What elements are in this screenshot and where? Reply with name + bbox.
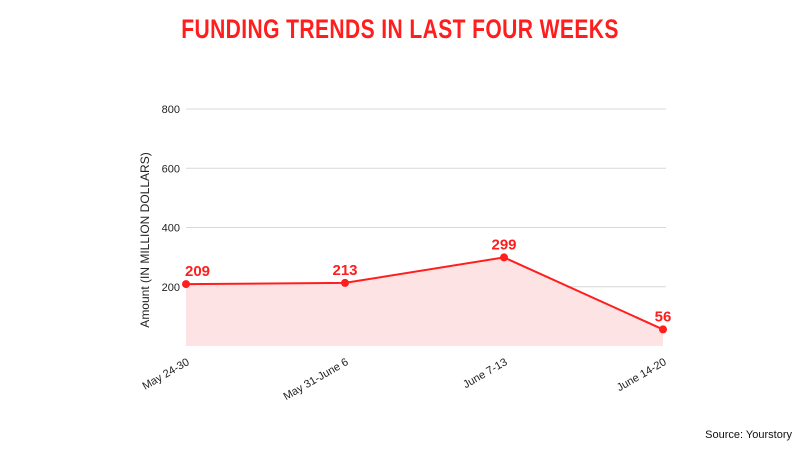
y-tick-label-200: 200 [162, 282, 180, 294]
data-label-3: 56 [655, 308, 672, 325]
data-point-0 [182, 280, 190, 289]
y-tick-label-400: 400 [162, 223, 180, 235]
y-tick-label-600: 600 [162, 163, 180, 175]
x-tick-label-2: June 7-13 [461, 356, 509, 391]
x-tick-label-0: May 24-30 [140, 356, 191, 392]
y-axis-label: Amount (IN MILLION DOLLARS) [138, 152, 152, 327]
data-point-1 [341, 278, 349, 287]
x-tick-label-3: June 14-20 [615, 356, 669, 394]
data-label-1: 213 [332, 262, 357, 279]
data-point-3 [659, 325, 667, 334]
x-tick-label-1: May 31-June 6 [281, 356, 350, 403]
series-line [185, 256, 664, 331]
y-tick-label-800: 800 [162, 104, 180, 116]
series-area [186, 257, 663, 346]
chart-title: FUNDING TRENDS IN LAST FOUR WEEKS [181, 14, 619, 44]
source-note: Source: Yourstory [705, 429, 792, 441]
data-point-2 [500, 253, 508, 262]
data-label-0: 209 [185, 263, 210, 280]
data-label-2: 299 [491, 236, 516, 253]
